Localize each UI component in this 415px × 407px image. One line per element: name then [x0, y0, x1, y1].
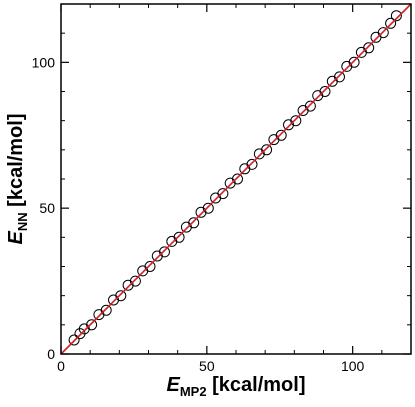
- data-point: [239, 163, 251, 175]
- data-point: [377, 27, 389, 39]
- data-point: [115, 290, 127, 302]
- y-tick-label: 0: [47, 346, 55, 362]
- data-point: [217, 188, 229, 200]
- data-point: [297, 105, 309, 116]
- data-point: [232, 173, 243, 185]
- data-point: [210, 192, 222, 204]
- data-point: [312, 90, 324, 102]
- data-point: [348, 56, 360, 68]
- y-tick-label: 100: [32, 54, 56, 70]
- data-point: [68, 334, 80, 346]
- y-axis-title: ENN [kcal/mol]: [5, 113, 30, 244]
- x-tick-label: 0: [57, 358, 65, 374]
- data-point: [202, 202, 214, 214]
- data-point: [166, 235, 178, 247]
- data-point: [173, 231, 185, 243]
- data-point: [341, 60, 353, 72]
- axis-ticks: 0 50 100 0 50 100: [32, 3, 412, 374]
- data-point: [100, 304, 112, 316]
- data-point: [86, 319, 98, 331]
- data-point: [122, 279, 134, 291]
- data-point: [319, 86, 331, 97]
- data-point: [326, 75, 338, 87]
- data-point: [144, 261, 156, 272]
- data-point: [355, 46, 367, 58]
- data-point: [108, 294, 119, 306]
- y-tick-label: 50: [39, 200, 55, 216]
- data-points: [68, 10, 402, 346]
- reference-line: [60, 3, 412, 355]
- data-point: [334, 71, 345, 83]
- data-point: [363, 42, 375, 54]
- data-point: [253, 148, 265, 160]
- reference-line-layer: [60, 3, 412, 355]
- data-point: [188, 217, 200, 229]
- x-tick-label: 50: [199, 358, 215, 374]
- data-point: [129, 275, 141, 287]
- data-point: [137, 265, 149, 277]
- data-point: [385, 17, 397, 29]
- data-point: [261, 144, 273, 156]
- x-axis-title: EMP2 [kcal/mol]: [167, 374, 306, 399]
- data-point: [195, 206, 207, 218]
- data-point: [268, 134, 280, 146]
- data-point: [246, 158, 258, 170]
- data-point: [370, 31, 382, 43]
- data-point: [93, 309, 105, 321]
- data-point: [390, 10, 402, 22]
- data-point: [224, 177, 236, 189]
- data-point: [275, 129, 287, 141]
- data-point: [151, 250, 163, 262]
- data-point: [180, 221, 192, 233]
- x-tick-label: 100: [341, 358, 365, 374]
- data-point: [304, 100, 316, 112]
- data-point: [290, 115, 302, 127]
- data-point: [159, 246, 170, 258]
- data-point: [283, 119, 294, 131]
